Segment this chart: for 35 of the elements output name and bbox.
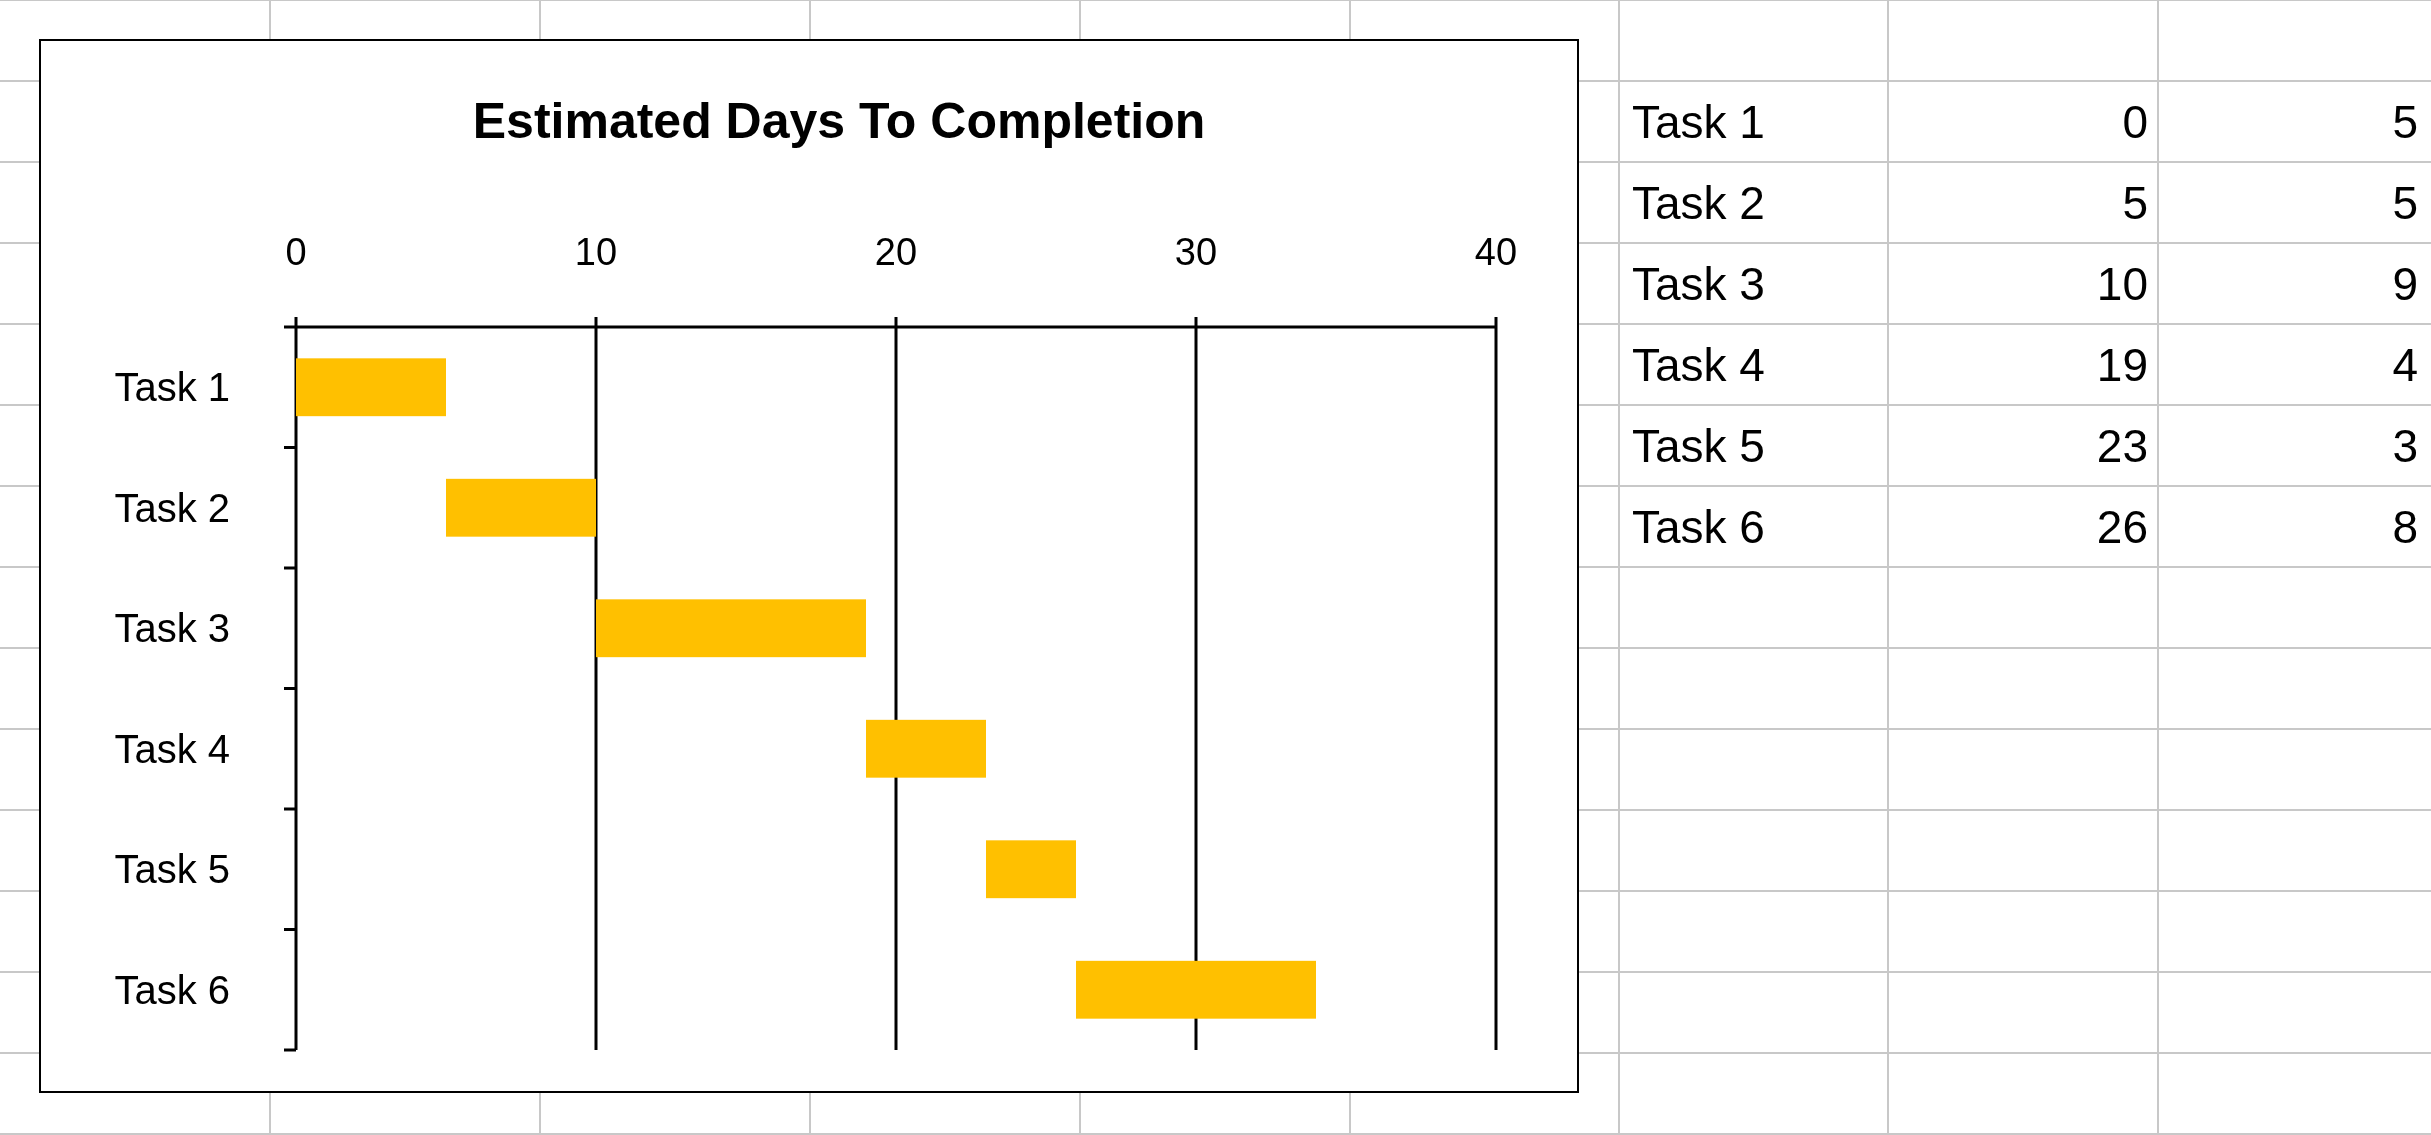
bar [1076, 960, 1316, 1019]
data-label: 26 [2096, 500, 2148, 553]
bar [296, 358, 446, 417]
data-label: 23 [2096, 419, 2148, 472]
data-label: 0 [2122, 95, 2148, 148]
x-tick-label: 20 [874, 231, 918, 273]
data-label: 9 [2392, 257, 2418, 310]
category-label: Task 3 [1632, 257, 1765, 310]
category-label: Task 1 [1632, 95, 1765, 148]
x-tick-label: 40 [1474, 231, 1518, 273]
data-label: 5 [2392, 176, 2418, 229]
x-tick-label: 30 [1174, 231, 1218, 273]
data-label: 8 [2392, 500, 2418, 553]
category-label: Task 6 [1632, 500, 1765, 553]
bar [866, 719, 986, 778]
data-label: 3 [2392, 419, 2418, 472]
y-tick-label: Task 5 [114, 847, 230, 892]
y-tick-label: Task 6 [114, 967, 230, 1012]
category-label: Task 5 [1632, 419, 1765, 472]
chart-title: Estimated Days To Completion [472, 93, 1206, 149]
data-label: 4 [2392, 338, 2418, 391]
bar [596, 599, 866, 658]
y-tick-label: Task 3 [114, 606, 230, 651]
y-tick-label: Task 1 [114, 365, 230, 410]
x-tick-label: 0 [285, 231, 307, 273]
data-label: 5 [2122, 176, 2148, 229]
bar [446, 478, 596, 537]
data-label: 19 [2096, 338, 2148, 391]
y-tick-label: Task 4 [114, 726, 230, 771]
bar [986, 840, 1076, 899]
data-label: 5 [2392, 95, 2418, 148]
category-label: Task 2 [1632, 176, 1765, 229]
category-label: Task 4 [1632, 338, 1765, 391]
x-tick-label: 10 [574, 231, 618, 273]
y-tick-label: Task 2 [114, 485, 230, 530]
